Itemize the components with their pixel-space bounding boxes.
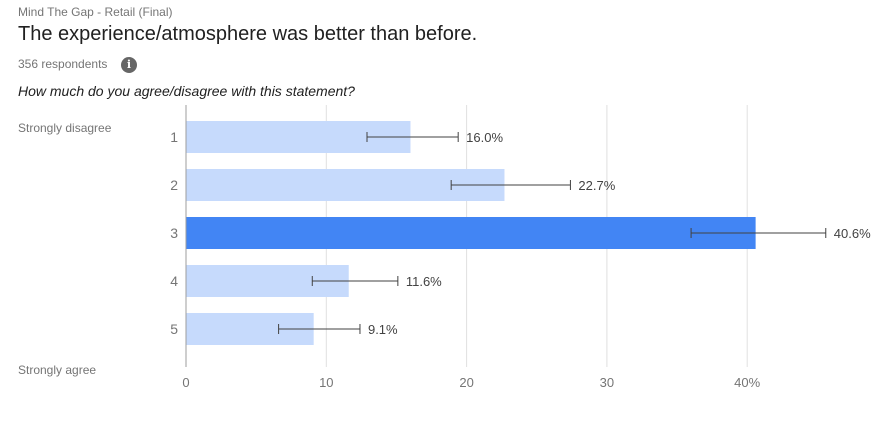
category-label: 2 bbox=[170, 177, 178, 193]
category-label: 4 bbox=[170, 273, 178, 289]
x-tick-label: 10 bbox=[319, 375, 333, 390]
x-tick-label: 0 bbox=[182, 375, 189, 390]
value-label: 40.6% bbox=[834, 226, 871, 241]
question-text: How much do you agree/disagree with this… bbox=[18, 83, 355, 99]
value-label: 22.7% bbox=[578, 178, 615, 193]
survey-name: Mind The Gap - Retail (Final) bbox=[18, 5, 173, 19]
x-tick-label: 30 bbox=[600, 375, 614, 390]
scale-high-label: Strongly agree bbox=[18, 363, 97, 377]
scale-low-label: Strongly disagree bbox=[18, 121, 112, 135]
info-icon[interactable]: i bbox=[121, 57, 137, 73]
x-tick-label: 20 bbox=[459, 375, 473, 390]
category-label: 3 bbox=[170, 225, 178, 241]
value-label: 9.1% bbox=[368, 322, 398, 337]
value-label: 16.0% bbox=[466, 130, 503, 145]
page-title: The experience/atmosphere was better tha… bbox=[18, 23, 478, 45]
bar[interactable] bbox=[186, 217, 756, 249]
x-tick-label: 40% bbox=[734, 375, 760, 390]
value-label: 11.6% bbox=[406, 274, 442, 289]
category-label: 5 bbox=[170, 321, 178, 337]
category-label: 1 bbox=[170, 129, 178, 145]
respondent-count: 356 respondents bbox=[18, 57, 108, 71]
